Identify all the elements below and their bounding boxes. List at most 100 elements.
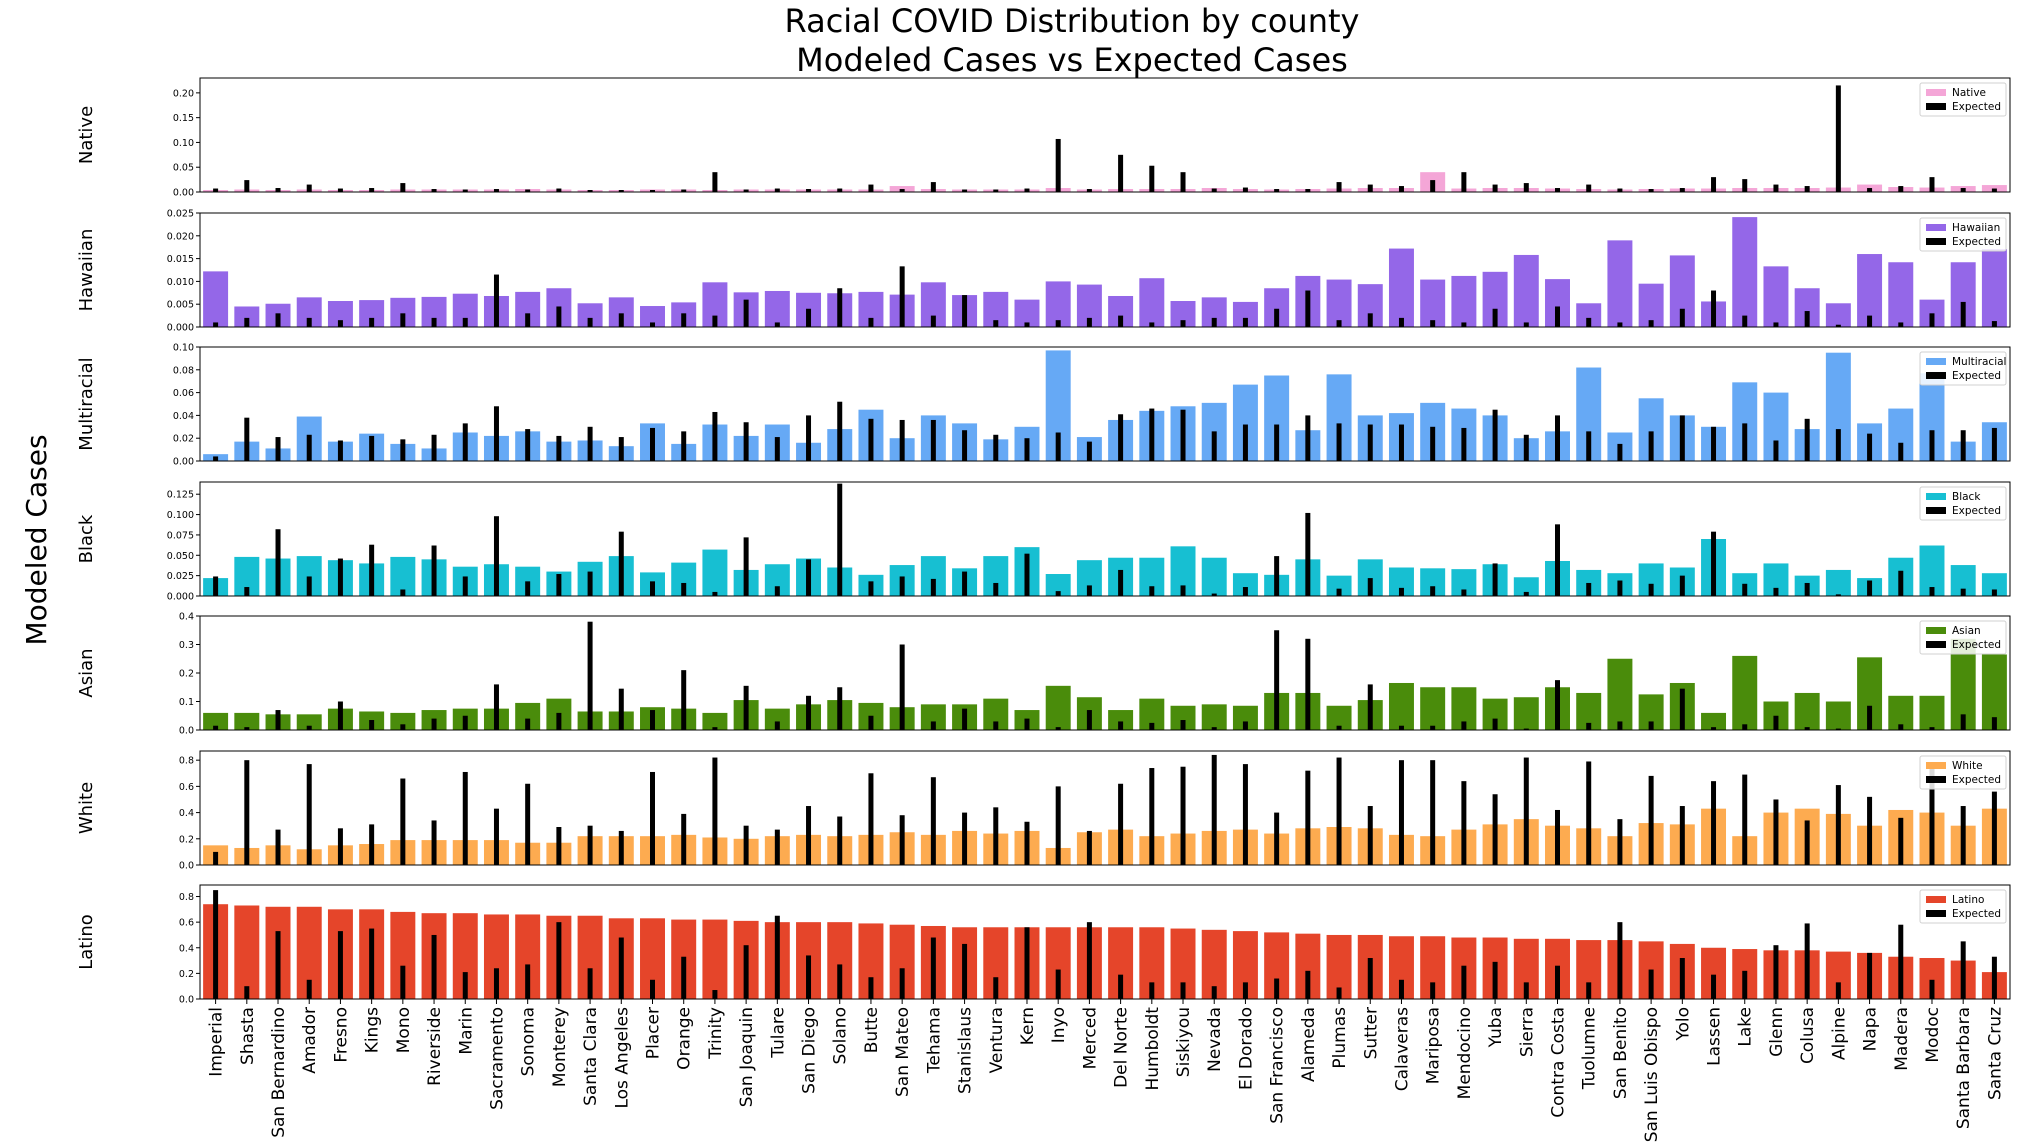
x-tick-label-53: Napa <box>1861 1007 1881 1051</box>
native-ytick-label-0: 0.00 <box>173 188 194 199</box>
white-expected-bar-20 <box>837 816 843 865</box>
white-expected-bar-53 <box>1867 796 1873 865</box>
multiracial-expected-bar-20 <box>837 401 843 461</box>
hawaiian-expected-bar-19 <box>806 308 812 327</box>
x-tick-label-54: Madera <box>1892 1007 1912 1071</box>
multiracial-expected-bar-23 <box>930 419 936 461</box>
asian-modeled-bar-39 <box>1420 687 1446 730</box>
asian-panel-label: Asian <box>76 648 97 697</box>
hawaiian-expected-bar-36 <box>1336 320 1342 327</box>
x-tick-label-27: Inyo <box>1049 1007 1069 1043</box>
black-expected-bar-8 <box>462 576 468 596</box>
native-expected-bar-14 <box>650 190 655 192</box>
black-expected-bar-0 <box>213 576 219 596</box>
latino-expected-bar-50 <box>1773 945 1779 999</box>
asian-expected-bar-47 <box>1679 688 1685 730</box>
hawaiian-expected-bar-9 <box>493 274 499 327</box>
hawaiian-modeled-bar-38 <box>1388 248 1414 327</box>
hawaiian-expected-bar-38 <box>1398 317 1404 327</box>
black-expected-bar-21 <box>868 581 874 596</box>
asian-expected-bar-11 <box>556 712 562 730</box>
x-tick-label-39: Mariposa <box>1424 1007 1444 1084</box>
native-legend-label-expected: Expected <box>1952 101 2001 113</box>
black-panel-label: Black <box>76 514 97 563</box>
multiracial-expected-bar-51 <box>1804 418 1810 461</box>
black-expected-bar-9 <box>493 516 499 596</box>
x-tick-label-42: Sierra <box>1517 1007 1537 1057</box>
asian-expected-bar-42 <box>1523 728 1529 730</box>
x-tick-label-4: Fresno <box>331 1007 351 1063</box>
native-expected-bar-27 <box>1055 138 1061 192</box>
white-expected-bar-51 <box>1804 820 1810 865</box>
asian-expected-bar-12 <box>587 621 593 730</box>
asian-expected-bar-8 <box>462 715 468 730</box>
asian-expected-bar-17 <box>743 685 749 730</box>
hawaiian-expected-bar-47 <box>1679 308 1685 327</box>
white-expected-bar-47 <box>1679 806 1685 865</box>
hawaiian-modeled-bar-0 <box>203 271 229 327</box>
x-tick-label-26: Kern <box>1018 1007 1038 1045</box>
white-expected-bar-21 <box>868 773 874 865</box>
hawaiian-expected-bar-30 <box>1149 322 1155 327</box>
multiracial-ytick-label-0: 0.00 <box>173 457 194 468</box>
latino-expected-bar-24 <box>962 943 968 999</box>
x-tick-label-35: Alameda <box>1299 1007 1319 1082</box>
multiracial-expected-bar-24 <box>962 430 968 461</box>
black-expected-bar-36 <box>1336 588 1342 596</box>
latino-expected-bar-10 <box>525 964 531 999</box>
x-tick-label-31: Siskiyou <box>1174 1007 1194 1077</box>
panel-frame-white <box>199 750 2011 866</box>
x-tick-label-9: Sacramento <box>487 1007 507 1110</box>
x-tick-label-5: Kings <box>363 1007 383 1053</box>
x-tick-label-43: Contra Costa <box>1549 1007 1569 1118</box>
x-tick-label-44: Tuolumne <box>1580 1007 1600 1090</box>
black-ytick-label-0: 0.000 <box>167 592 194 603</box>
white-expected-bar-24 <box>962 812 968 865</box>
hawaiian-expected-bar-34 <box>1274 308 1280 327</box>
multiracial-expected-bar-15 <box>681 431 687 461</box>
native-expected-bar-46 <box>1648 189 1654 192</box>
asian-expected-bar-20 <box>837 687 843 730</box>
native-expected-bar-30 <box>1149 165 1155 192</box>
hawaiian-expected-bar-31 <box>1180 320 1186 327</box>
x-tick-label-55: Modoc <box>1923 1007 1943 1063</box>
x-tick-label-1: Shasta <box>238 1007 258 1065</box>
multiracial-expected-bar-57 <box>1991 427 1997 461</box>
black-legend: Black Expected <box>1919 486 2007 521</box>
x-tick-label-22: San Mateo <box>893 1007 913 1097</box>
native-expected-bar-44 <box>1586 184 1592 192</box>
asian-expected-bar-19 <box>806 695 812 730</box>
native-legend-label-modeled: Native <box>1952 87 1986 99</box>
native-expected-bar-53 <box>1867 188 1873 192</box>
x-tick-label-37: Sutter <box>1361 1007 1381 1059</box>
latino-expected-bar-41 <box>1492 961 1498 999</box>
hawaiian-expected-bar-27 <box>1055 320 1061 327</box>
latino-expected-bar-48 <box>1711 974 1717 999</box>
black-expected-bar-23 <box>930 578 936 596</box>
asian-modeled-bar-32 <box>1201 704 1227 730</box>
native-expected-bar-6 <box>400 183 406 192</box>
white-expected-bar-6 <box>400 778 406 865</box>
multiracial-expected-bar-10 <box>525 429 531 461</box>
latino-panel-label: Latino <box>76 914 97 970</box>
multiracial-expected-bar-14 <box>650 427 655 461</box>
black-expected-bar-48 <box>1711 531 1717 596</box>
black-modeled-bar-57 <box>1981 573 2007 596</box>
hawaiian-expected-bar-26 <box>1024 322 1030 327</box>
x-axis-ticks: Imperial Shasta San Bernardino Amador Fresno… <box>207 999 2005 1142</box>
hawaiian-expected-bar-7 <box>431 317 437 327</box>
x-tick-label-21: Butte <box>862 1007 882 1053</box>
black-expected-bar-57 <box>1991 589 1997 596</box>
latino-ytick-label-3: 0.6 <box>179 918 194 929</box>
white-expected-bar-41 <box>1492 794 1498 865</box>
asian-expected-bar-37 <box>1367 684 1373 730</box>
latino-expected-bar-39 <box>1430 982 1436 999</box>
x-tick-label-41: Yuba <box>1486 1007 1506 1048</box>
asian-expected-bar-18 <box>774 721 780 730</box>
white-expected-bar-56 <box>1960 806 1966 865</box>
black-expected-bar-45 <box>1617 580 1623 596</box>
native-expected-bar-55 <box>1929 177 1935 192</box>
native-expected-bar-29 <box>1118 154 1124 192</box>
asian-expected-bar-0 <box>213 725 219 730</box>
